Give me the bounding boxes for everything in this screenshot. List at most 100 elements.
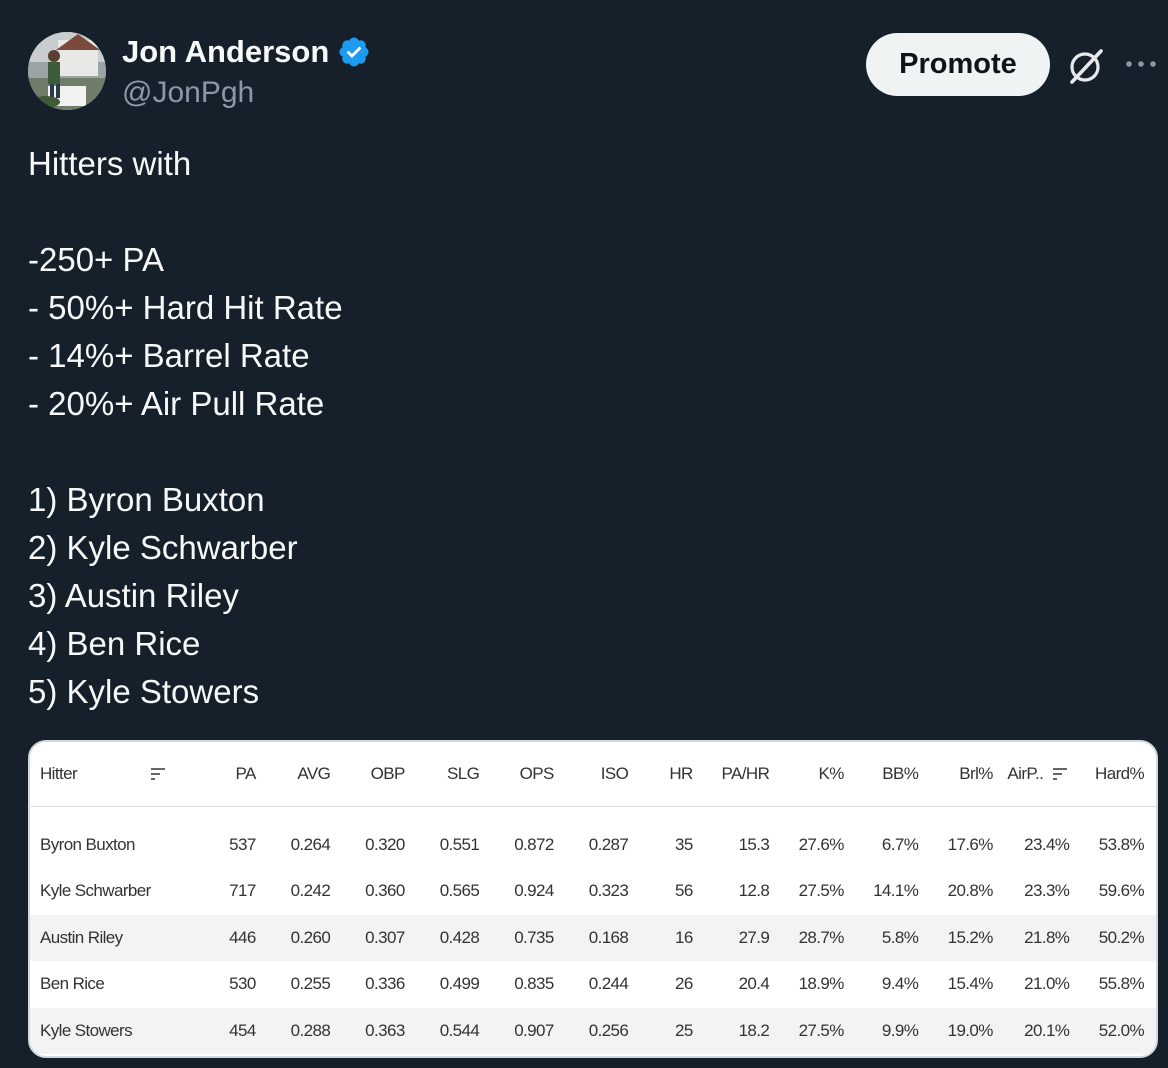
table-row: Ben Rice 530 0.255 0.336 0.499 0.835 0.2… (30, 961, 1156, 1008)
cell: 0.255 (290, 974, 331, 994)
tweet-line: -250+ PA (28, 241, 165, 278)
cell: 0.323 (588, 881, 629, 901)
cell: 0.288 (290, 1020, 331, 1040)
attached-image-stats-table[interactable]: Hitter PA AVG OBP SLG OPS ISO HR PA/HR (28, 740, 1158, 1058)
cell: Austin Riley (40, 927, 123, 947)
cell: 0.256 (588, 1020, 629, 1040)
cell: 717 (229, 881, 256, 901)
tweet-line (28, 188, 343, 236)
column-header-air-pull[interactable]: AirP.. (1005, 742, 1082, 806)
cell: 21.0% (1024, 974, 1070, 994)
cell: 9.4% (881, 974, 919, 994)
column-header-brl-pct[interactable]: Brl% (959, 763, 993, 783)
column-header-hitter[interactable]: Hitter (30, 742, 197, 806)
cell: 53.8% (1098, 835, 1145, 855)
cell: 0.242 (290, 881, 331, 901)
promote-button[interactable]: Promote (866, 33, 1050, 96)
cell: 0.924 (514, 881, 554, 901)
cell: 15.3 (738, 835, 770, 855)
cell: 14.1% (873, 881, 919, 901)
cell: 19.0% (947, 1020, 994, 1040)
cell: 0.735 (514, 927, 554, 947)
column-header-iso[interactable]: ISO (600, 763, 629, 783)
cell: 0.565 (439, 881, 480, 901)
column-header-bb-pct[interactable]: BB% (882, 763, 919, 783)
cell: 50.2% (1098, 927, 1145, 947)
cell: 530 (229, 974, 256, 994)
cell: 0.287 (588, 835, 629, 855)
column-header-hard-pct[interactable]: Hard% (1095, 763, 1145, 783)
cell: 23.3% (1024, 881, 1070, 901)
column-header-hr[interactable]: HR (669, 763, 693, 783)
author-info: Jon Anderson @JonPgh (122, 34, 371, 110)
table-row: Kyle Stowers 454 0.288 0.363 0.544 0.907… (30, 1007, 1156, 1054)
cell: 0.168 (588, 927, 629, 947)
cell: 9.9% (881, 1020, 919, 1040)
tweet-line: 2) Kyle Schwarber (28, 529, 298, 566)
cell: 35 (675, 835, 693, 855)
avatar-photo (28, 32, 106, 110)
cell: Kyle Stowers (40, 1020, 133, 1040)
column-header-pa-hr[interactable]: PA/HR (721, 763, 770, 783)
cell: Byron Buxton (40, 835, 135, 855)
cell: Kyle Schwarber (40, 881, 151, 901)
cell: 59.6% (1098, 881, 1145, 901)
cell: 18.9% (798, 974, 845, 994)
stats-table: Hitter PA AVG OBP SLG OPS ISO HR PA/HR (30, 742, 1156, 1054)
column-header-k-pct[interactable]: K% (818, 763, 845, 783)
column-header-slg[interactable]: SLG (447, 763, 480, 783)
column-header-ops[interactable]: OPS (519, 763, 555, 783)
cell: 23.4% (1024, 835, 1070, 855)
sort-icon[interactable] (1053, 767, 1069, 781)
column-header-pa[interactable]: PA (235, 763, 256, 783)
cell: 17.6% (947, 835, 994, 855)
cell: 0.907 (514, 1020, 554, 1040)
tweet-line: Hitters with (28, 145, 192, 182)
cell: 0.244 (588, 974, 629, 994)
cell: 20.4 (738, 974, 770, 994)
author-avatar[interactable] (28, 32, 106, 110)
column-header-avg[interactable]: AVG (297, 763, 331, 783)
cell: 27.5% (798, 1020, 845, 1040)
tweet-line: - 14%+ Barrel Rate (28, 337, 310, 374)
cell: 27.6% (798, 835, 845, 855)
cell: 20.1% (1024, 1020, 1070, 1040)
cell: Ben Rice (40, 974, 105, 994)
table-row: Byron Buxton 537 0.264 0.320 0.551 0.872… (30, 806, 1156, 868)
tweet-line: 1) Byron Buxton (28, 481, 265, 518)
column-header-obp[interactable]: OBP (370, 763, 406, 783)
grok-icon[interactable] (1066, 46, 1106, 86)
cell: 12.8 (738, 881, 770, 901)
cell: 0.544 (439, 1020, 480, 1040)
cell: 25 (675, 1020, 693, 1040)
verified-badge-icon[interactable] (337, 35, 371, 69)
table-body: Byron Buxton 537 0.264 0.320 0.551 0.872… (30, 806, 1156, 1054)
cell: 446 (229, 927, 256, 947)
cell: 15.4% (947, 974, 994, 994)
table-row: Austin Riley 446 0.260 0.307 0.428 0.735… (30, 914, 1156, 961)
tweet-line: 5) Kyle Stowers (28, 673, 260, 710)
author-handle[interactable]: @JonPgh (122, 76, 255, 109)
cell: 0.260 (290, 927, 331, 947)
cell: 0.835 (514, 974, 554, 994)
cell: 6.7% (881, 835, 919, 855)
tweet-line: - 50%+ Hard Hit Rate (28, 289, 343, 326)
tweet-line: 4) Ben Rice (28, 625, 201, 662)
cell: 27.9 (738, 927, 770, 947)
cell: 0.336 (365, 974, 405, 994)
author-display-name[interactable]: Jon Anderson (122, 34, 330, 69)
sort-icon[interactable] (151, 767, 167, 781)
cell: 5.8% (881, 927, 919, 947)
more-icon[interactable] (1124, 53, 1158, 75)
tweet-line: - 20%+ Air Pull Rate (28, 385, 325, 422)
cell: 52.0% (1098, 1020, 1145, 1040)
cell: 0.428 (439, 927, 480, 947)
tweet-line: 3) Austin Riley (28, 577, 239, 614)
cell: 28.7% (798, 927, 845, 947)
cell: 0.499 (439, 974, 480, 994)
cell: 20.8% (947, 881, 994, 901)
tweet-line (28, 428, 343, 476)
cell: 0.320 (365, 835, 405, 855)
cell: 18.2 (738, 1020, 770, 1040)
cell: 56 (675, 881, 693, 901)
